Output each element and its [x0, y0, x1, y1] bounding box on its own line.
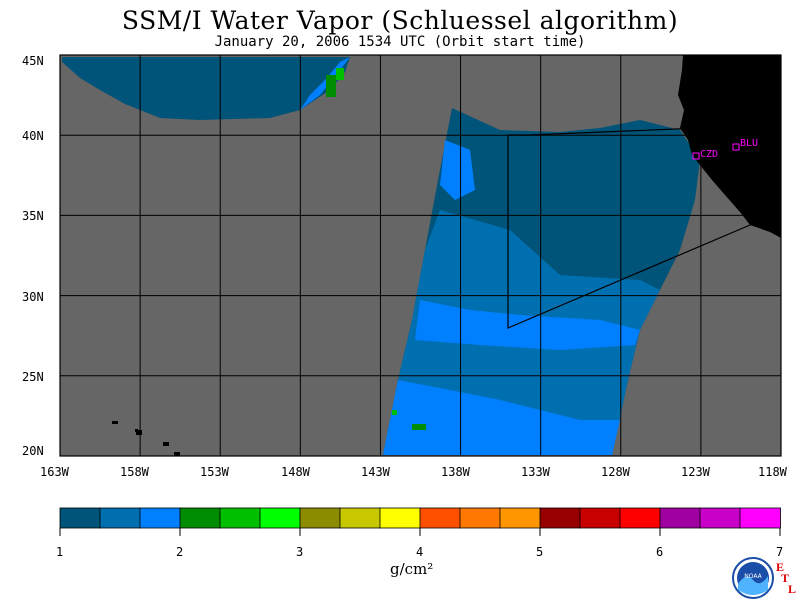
colorbar-tick-label: 7 — [776, 545, 783, 559]
colorbar-swatch — [499, 507, 541, 529]
noaa-logo: NOAA — [732, 557, 774, 599]
vapor-patch-green — [326, 75, 336, 97]
map-title: SSM/I Water Vapor (Schluessel algorithm) — [121, 6, 679, 35]
colorbar-swatch — [219, 507, 261, 529]
colorbar-tick-label: 6 — [656, 545, 663, 559]
lat-label: 30N — [22, 290, 44, 304]
colorbar-swatch — [579, 507, 621, 529]
station-marker-icon — [692, 152, 700, 160]
vapor-swath-north — [62, 57, 350, 120]
colorbar-unit: g/cm² — [390, 560, 434, 578]
etl-letter: E — [776, 560, 785, 574]
lon-label: 133W — [521, 465, 551, 479]
vapor-swath-band-3 — [383, 380, 620, 455]
lat-lon-grid — [60, 55, 781, 456]
lat-label: 40N — [22, 129, 44, 143]
colorbar-swatch — [99, 507, 141, 529]
hawaiian-islands — [112, 421, 180, 456]
lat-label: 20N — [22, 444, 44, 458]
colorbar-tick-label: 4 — [416, 545, 423, 559]
colorbar-swatch — [539, 507, 581, 529]
lon-label: 158W — [120, 465, 150, 479]
colorbar-swatch — [339, 507, 381, 529]
lat-label: 45N — [22, 54, 44, 68]
vapor-swath-band-2 — [415, 300, 640, 350]
map-frame — [59, 54, 782, 457]
colorbar-swatch — [299, 507, 341, 529]
station-blu: BLU — [732, 138, 758, 151]
colorbar-swatch — [459, 507, 501, 529]
etl-letter: T — [781, 571, 790, 585]
station-marker-icon — [732, 143, 740, 151]
colorbar-swatch — [139, 507, 181, 529]
colorbar-swatch — [419, 507, 461, 529]
lon-label: 153W — [200, 465, 230, 479]
colorbar-tick-label: 3 — [296, 545, 303, 559]
lon-label: 128W — [601, 465, 631, 479]
lon-label: 163W — [40, 465, 70, 479]
colorbar-swatch — [699, 507, 741, 529]
lat-label: 35N — [22, 209, 44, 223]
colorbar-tick-label: 1 — [56, 545, 63, 559]
etl-letter: L — [788, 582, 797, 596]
colorbar-swatch — [259, 507, 301, 529]
etl-logo: E T L — [776, 560, 797, 596]
colorbar-tick-label: 5 — [536, 545, 543, 559]
lon-label: 148W — [281, 465, 311, 479]
station-czd: CZD — [692, 149, 718, 160]
latitude-labels: 45N 40N 35N 30N 25N 20N — [22, 54, 44, 458]
station-label-czd: CZD — [700, 149, 718, 160]
land-mass-north-america — [678, 55, 781, 238]
colorbar-swatch — [739, 507, 781, 529]
lon-label: 123W — [681, 465, 711, 479]
colorbar-swatch — [179, 507, 221, 529]
longitude-labels: 163W 158W 153W 148W 143W 138W 133W 128W … — [40, 465, 788, 479]
colorbar-tick-label: 2 — [176, 545, 183, 559]
lon-label: 138W — [441, 465, 471, 479]
vapor-patch-green-light — [336, 68, 344, 80]
colorbar-swatch — [379, 507, 421, 529]
color-scale-bar — [59, 507, 781, 536]
lat-label: 25N — [22, 370, 44, 384]
colorbar-swatch — [619, 507, 661, 529]
vapor-swath-band-1 — [440, 140, 475, 200]
station-label-blu: BLU — [740, 138, 758, 149]
water-vapor-map: CZD BLU — [59, 54, 782, 457]
colorbar-swatch — [659, 507, 701, 529]
noaa-logo-text: NOAA — [744, 573, 762, 580]
lon-label: 118W — [758, 465, 788, 479]
vapor-patch-green-south — [412, 424, 426, 430]
vapor-patch-green-south-2 — [392, 410, 397, 415]
colorbar-swatch — [59, 507, 101, 529]
colorbar-labels: 1 2 3 4 5 6 7 — [56, 545, 783, 559]
map-subtitle: January 20, 2006 1534 UTC (Orbit start t… — [214, 34, 586, 50]
lon-label: 143W — [361, 465, 391, 479]
